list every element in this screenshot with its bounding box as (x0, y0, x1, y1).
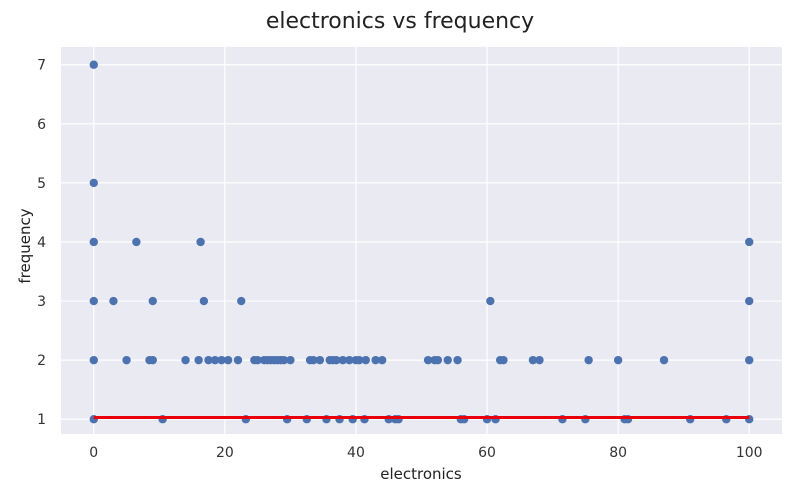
x-tick-label: 60 (478, 445, 496, 461)
x-tick-label: 80 (609, 445, 627, 461)
x-tick-label: 0 (89, 445, 98, 461)
data-point (223, 355, 233, 365)
y-axis-label: frequency (16, 208, 34, 283)
data-point (745, 237, 754, 247)
y-tick-label: 3 (37, 294, 46, 310)
data-point (210, 355, 220, 365)
data-point (217, 355, 226, 365)
y-tick-label: 4 (37, 235, 46, 251)
x-axis-label: electronics (380, 465, 462, 483)
y-tick-label: 2 (37, 353, 46, 369)
data-point (361, 355, 370, 365)
data-point (371, 355, 380, 365)
data-point (309, 355, 318, 365)
data-point (148, 355, 157, 365)
data-point (659, 355, 669, 365)
x-tick-labels: 0 20 40 60 80 100 (89, 445, 762, 461)
data-point (89, 296, 98, 306)
y-tick-label: 5 (37, 176, 46, 192)
data-point (181, 355, 190, 365)
data-point (194, 355, 203, 365)
data-point (89, 237, 98, 247)
data-point (613, 355, 623, 365)
data-points (89, 60, 754, 424)
data-point (355, 355, 364, 365)
data-point (89, 178, 98, 188)
data-point (122, 355, 131, 365)
data-point (423, 355, 433, 365)
data-point (109, 296, 118, 306)
data-point (443, 355, 452, 365)
data-point (89, 60, 98, 69)
data-point (286, 355, 295, 365)
data-point (148, 296, 157, 306)
data-point (745, 355, 754, 365)
data-point (132, 237, 141, 247)
data-point (528, 355, 538, 365)
data-point (253, 355, 262, 365)
chart-title: electronics vs frequency (266, 9, 534, 34)
data-point (233, 355, 243, 365)
data-point (584, 355, 593, 365)
data-point (199, 296, 209, 306)
data-point (345, 355, 354, 365)
data-point (499, 355, 508, 365)
data-point (433, 355, 443, 365)
data-point (204, 355, 213, 365)
data-point (279, 355, 289, 365)
plot-area (61, 47, 782, 434)
data-point (453, 355, 462, 365)
x-tick-label: 40 (347, 445, 365, 461)
data-point (332, 355, 341, 365)
data-point (196, 237, 205, 247)
data-point (377, 355, 387, 365)
y-tick-label: 7 (37, 58, 46, 74)
y-tick-label: 1 (37, 412, 46, 428)
data-point (89, 355, 98, 365)
y-tick-label: 6 (37, 117, 46, 133)
data-point (315, 355, 325, 365)
data-point (338, 355, 348, 365)
data-point (745, 296, 754, 306)
data-point (237, 296, 246, 306)
x-tick-label: 100 (736, 445, 763, 461)
data-point (535, 355, 544, 365)
x-tick-label: 20 (216, 445, 234, 461)
data-point (486, 296, 495, 306)
y-tick-labels: 1 2 3 4 5 6 7 (37, 58, 46, 429)
